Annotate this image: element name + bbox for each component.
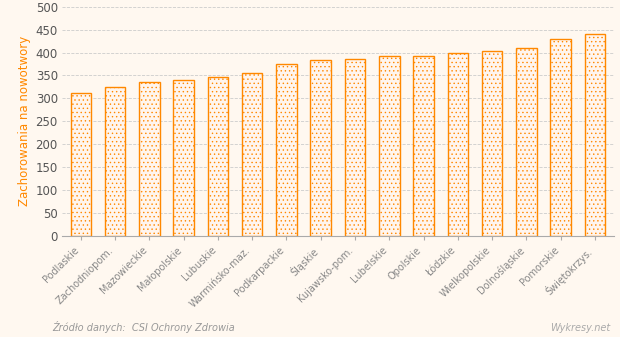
Bar <box>71 93 91 236</box>
Bar <box>585 34 605 236</box>
Bar <box>448 53 468 236</box>
Bar <box>345 59 365 236</box>
Bar <box>379 56 400 236</box>
Bar <box>139 82 160 236</box>
Bar <box>208 77 228 236</box>
Bar <box>516 48 537 236</box>
Text: Wykresy.net: Wykresy.net <box>551 323 611 333</box>
Text: Źródło danych:  CSI Ochrony Zdrowia: Źródło danych: CSI Ochrony Zdrowia <box>53 321 236 333</box>
Bar <box>311 60 331 236</box>
Bar <box>174 80 194 236</box>
Bar <box>242 73 262 236</box>
Y-axis label: Zachorowania na nowotwory: Zachorowania na nowotwory <box>19 36 32 207</box>
Bar <box>414 56 434 236</box>
Bar <box>276 64 297 236</box>
Bar <box>551 39 571 236</box>
Bar <box>105 87 125 236</box>
Bar <box>482 51 502 236</box>
